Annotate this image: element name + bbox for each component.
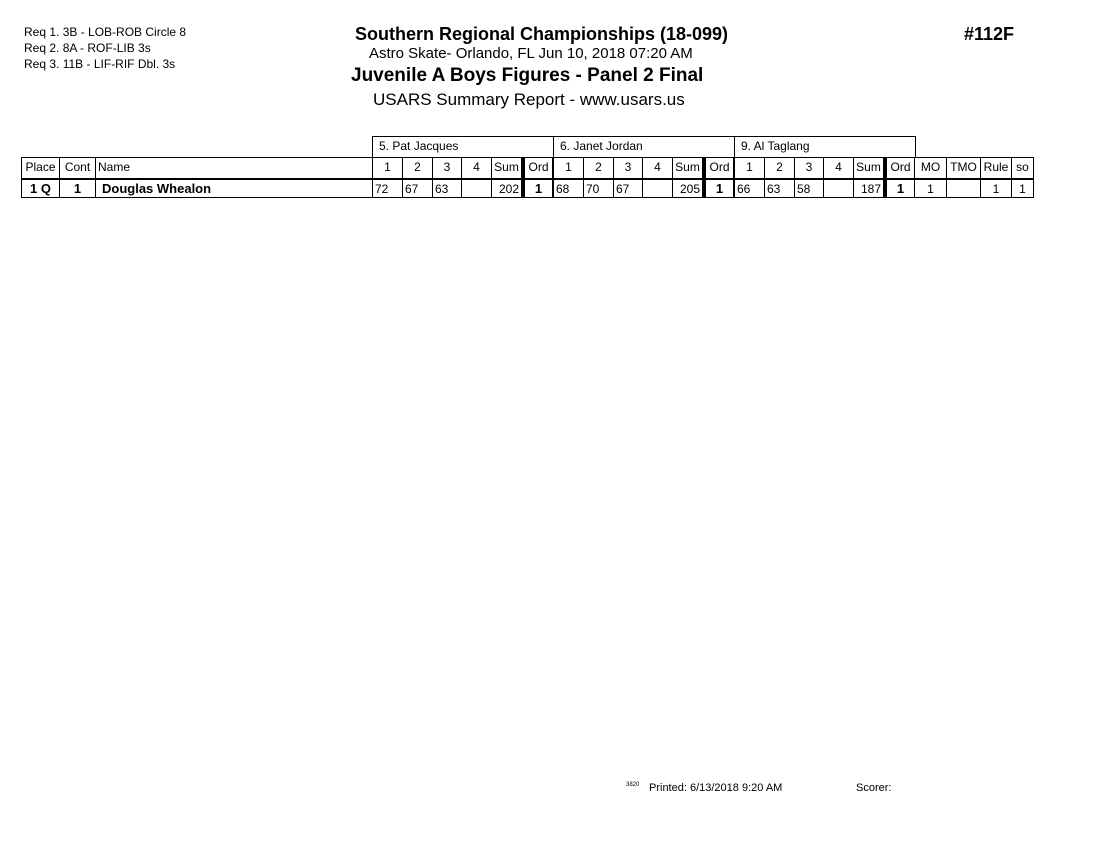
skater-name: Douglas Whealon [95,179,373,198]
judge-col-header-2: 2 [764,157,795,179]
score-cell [461,179,492,198]
judge-col-header-1: 1 [372,157,403,179]
sum-cell: 187 [853,179,884,198]
cont-cell: 1 [59,179,96,198]
judge-col-header-2: 2 [583,157,614,179]
ordinal-cell: 1 [883,179,915,198]
footer-code: 3820 [626,782,640,788]
requirement-3: Req 3. 11B - LIF-RIF Dbl. 3s [24,57,176,71]
requirement-2: Req 2. 8A - ROF-LIB 3s [24,41,151,55]
judge-col-header-4: 4 [642,157,673,179]
sum-cell: 205 [672,179,703,198]
judge-col-header-1: 1 [553,157,584,179]
extra-cell-rule: 1 [980,179,1012,198]
judge-col-header-2: 2 [402,157,433,179]
report-title: USARS Summary Report - www.usars.us [373,90,685,109]
scorer-label: Scorer: [856,782,892,794]
score-cell: 68 [553,179,584,198]
judge-col-header-ord: Ord [702,157,734,179]
judge-col-header-ord: Ord [521,157,553,179]
judge-col-header-3: 3 [432,157,462,179]
location-date: Astro Skate- Orlando, FL Jun 10, 2018 07… [369,45,693,62]
judge-col-header-ord: Ord [883,157,915,179]
score-cell [823,179,854,198]
judge-col-header-4: 4 [823,157,854,179]
judge-col-header-3: 3 [613,157,643,179]
extra-header-tmo: TMO [946,157,981,179]
score-cell: 58 [794,179,824,198]
place-header: Place [21,157,60,179]
score-cell [642,179,673,198]
judge-header: 5. Pat Jacques [372,136,554,158]
extra-cell-tmo [946,179,981,198]
score-cell: 63 [764,179,795,198]
judge-col-header-4: 4 [461,157,492,179]
score-cell: 66 [734,179,765,198]
requirement-1: Req 1. 3B - LOB-ROB Circle 8 [24,25,187,39]
extra-header-so: so [1011,157,1034,179]
judge-col-header-sum: Sum [672,157,703,179]
judge-col-header-3: 3 [794,157,824,179]
event-number: #112F [964,24,1015,44]
judge-col-header-1: 1 [734,157,765,179]
judge-header: 9. Al Taglang [734,136,916,158]
extra-header-rule: Rule [980,157,1012,179]
score-cell: 67 [402,179,433,198]
score-cell: 70 [583,179,614,198]
ordinal-cell: 1 [702,179,734,198]
judge-col-header-sum: Sum [853,157,884,179]
event-title: Juvenile A Boys Figures - Panel 2 Final [351,65,704,86]
score-cell: 63 [432,179,462,198]
ordinal-cell: 1 [521,179,553,198]
name-header: Name [95,157,373,179]
score-cell: 67 [613,179,643,198]
judge-col-header-sum: Sum [491,157,522,179]
printed-timestamp: Printed: 6/13/2018 9:20 AM [649,782,783,794]
place-cell: 1 Q [21,179,60,198]
competition-title: Southern Regional Championships (18-099) [355,24,729,44]
sum-cell: 202 [491,179,522,198]
score-cell: 72 [372,179,403,198]
judge-header: 6. Janet Jordan [553,136,735,158]
extra-header-mo: MO [914,157,947,179]
extra-cell-mo: 1 [914,179,947,198]
extra-cell-so: 1 [1011,179,1034,198]
cont-header: Cont [59,157,96,179]
